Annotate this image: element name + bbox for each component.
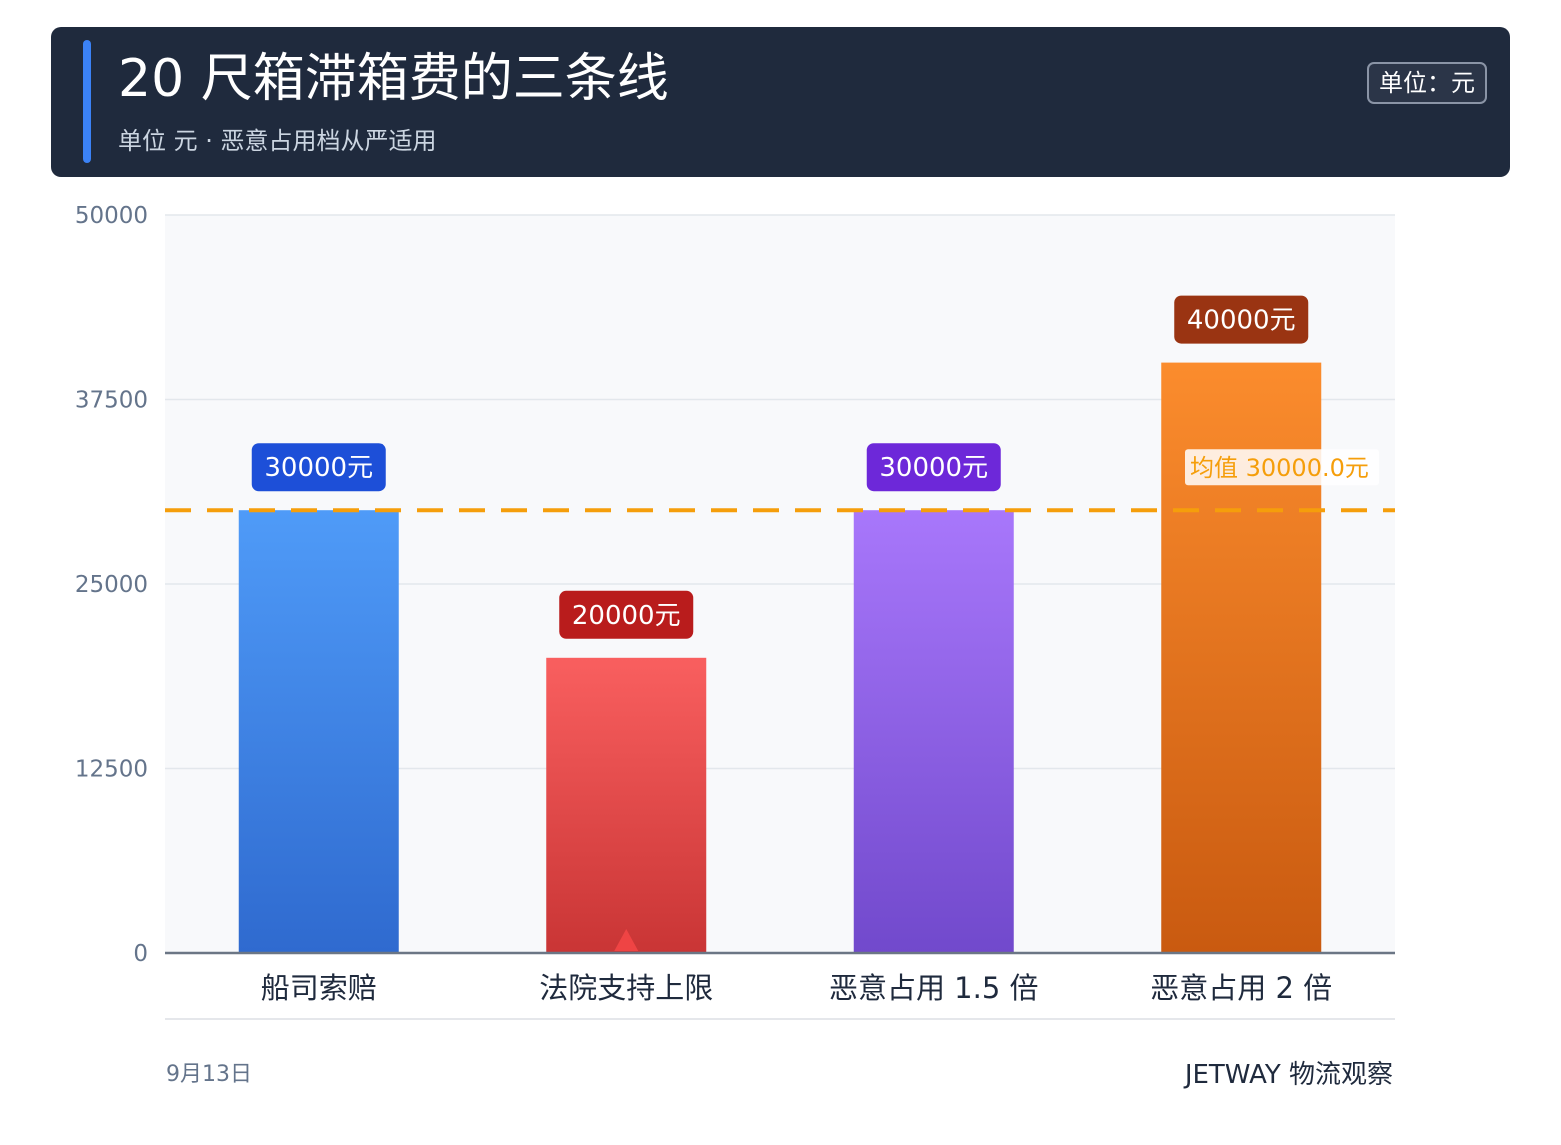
value-label: 20000元 — [572, 601, 681, 631]
y-tick-label: 12500 — [75, 757, 148, 783]
x-tick-label: 恶意占用 1.5 倍 — [829, 971, 1039, 1005]
chart-title: 20 尺箱滞箱费的三条线 — [118, 49, 669, 109]
bar — [546, 657, 707, 953]
mean-label: 均值 30000.0元 — [1190, 454, 1369, 482]
header-panel — [51, 27, 1510, 177]
highlight-marker — [614, 929, 639, 951]
x-tick-label: 恶意占用 2 倍 — [1150, 971, 1332, 1005]
footer-brand: JETWAY 物流观察 — [1184, 1060, 1393, 1090]
x-tick-label: 船司索赔 — [261, 971, 377, 1005]
bar — [238, 510, 399, 953]
y-tick-label: 37500 — [75, 388, 148, 414]
footer-date: 9月13日 — [166, 1062, 252, 1087]
value-label-bg — [559, 590, 694, 639]
value-label: 30000元 — [879, 453, 988, 483]
chart-subtitle: 单位 元 · 恶意占用档从严适用 — [118, 127, 437, 155]
value-label-bg — [866, 443, 1001, 492]
x-tick-label: 法院支持上限 — [539, 971, 713, 1005]
value-label: 40000元 — [1187, 306, 1296, 336]
header-accent-bar — [83, 40, 91, 163]
value-label-bg — [251, 443, 386, 492]
y-tick-label: 50000 — [75, 203, 148, 229]
mean-label-bg — [1185, 449, 1379, 486]
y-tick-label: 0 — [133, 941, 148, 967]
y-tick-label: 25000 — [75, 572, 148, 598]
value-label-bg — [1174, 295, 1309, 344]
bar — [853, 510, 1014, 953]
footer-divider — [165, 1018, 1395, 1020]
unit-badge: 单位：元 — [1367, 62, 1487, 104]
value-label: 30000元 — [264, 453, 373, 483]
